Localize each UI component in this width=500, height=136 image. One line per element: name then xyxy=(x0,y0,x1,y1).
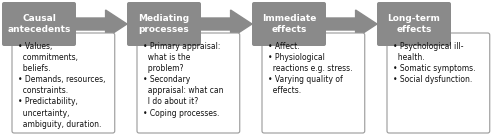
FancyBboxPatch shape xyxy=(12,33,115,133)
Polygon shape xyxy=(76,10,127,38)
FancyBboxPatch shape xyxy=(137,33,240,133)
Text: • Values,
  commitments,
  beliefs.
• Demands, resources,
  constraints.
• Predi: • Values, commitments, beliefs. • Demand… xyxy=(18,42,106,129)
FancyBboxPatch shape xyxy=(387,33,490,133)
FancyBboxPatch shape xyxy=(252,2,326,46)
Text: • Affect.
• Physiological
  reactions e.g. stress.
• Varying quality of
  effect: • Affect. • Physiological reactions e.g.… xyxy=(268,42,352,95)
Polygon shape xyxy=(201,10,252,38)
FancyBboxPatch shape xyxy=(2,2,76,46)
FancyBboxPatch shape xyxy=(377,2,451,46)
FancyBboxPatch shape xyxy=(262,33,365,133)
Text: Causal
antecedents: Causal antecedents xyxy=(8,14,70,34)
Polygon shape xyxy=(326,10,377,38)
Text: • Psychological ill-
  health.
• Somatic symptoms.
• Social dysfunction.: • Psychological ill- health. • Somatic s… xyxy=(393,42,475,84)
FancyBboxPatch shape xyxy=(127,2,201,46)
Text: Long-term
effects: Long-term effects xyxy=(388,14,440,34)
Text: Mediating
processes: Mediating processes xyxy=(138,14,190,34)
Text: • Primary appraisal:
  what is the
  problem?
• Secondary
  appraisal: what can
: • Primary appraisal: what is the problem… xyxy=(143,42,224,118)
Text: Immediate
effects: Immediate effects xyxy=(262,14,316,34)
